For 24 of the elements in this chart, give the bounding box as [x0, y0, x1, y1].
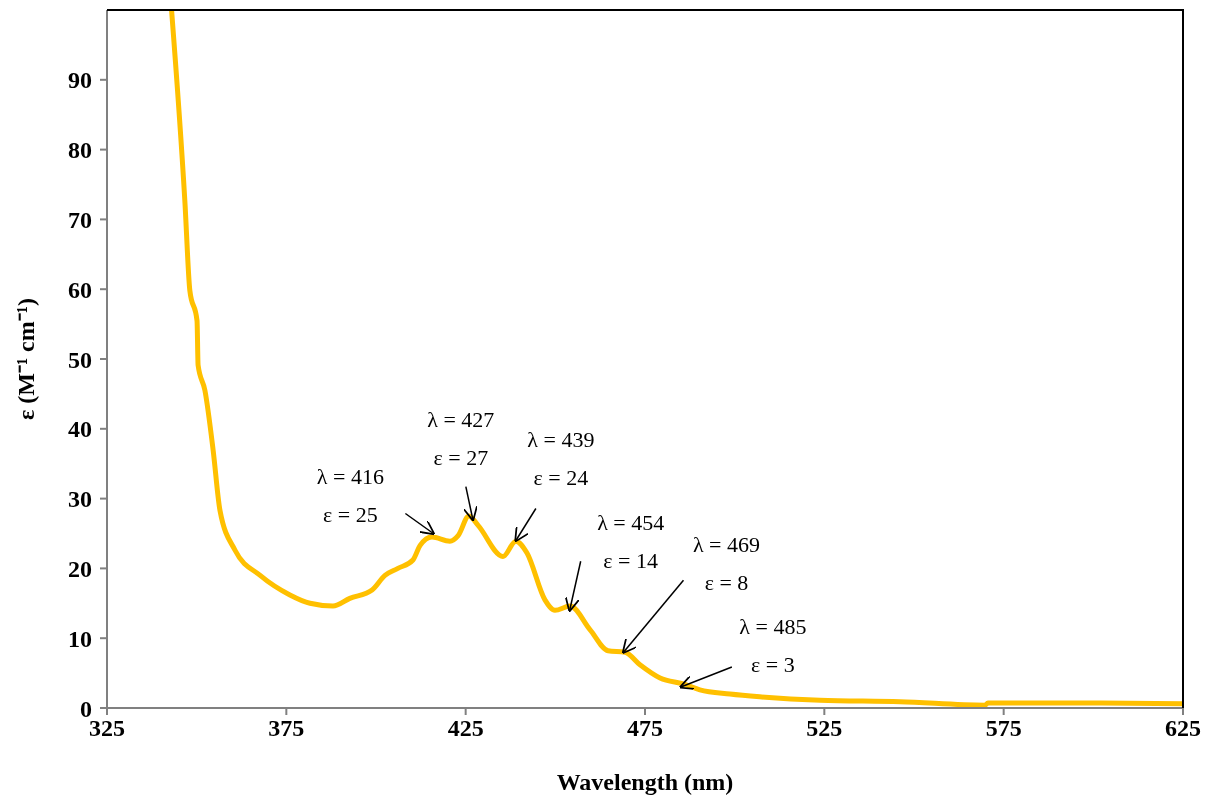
x-tick-label: 375: [268, 715, 305, 742]
y-tick-label: 90: [68, 67, 92, 94]
x-tick-label: 325: [89, 715, 125, 742]
annotation: λ = 485 ε = 3: [739, 614, 807, 678]
y-tick-label: 10: [68, 625, 92, 652]
x-tick-label: 525: [806, 715, 843, 742]
y-tick-label: 40: [68, 416, 92, 443]
y-tick-label: 0: [80, 695, 92, 722]
y-tick-label: 30: [68, 486, 92, 513]
x-tick-label: 625: [1165, 715, 1201, 742]
annotation: λ = 439 ε = 24: [527, 427, 595, 491]
x-axis-title: Wavelength (nm): [556, 769, 734, 795]
y-tick-label: 80: [68, 137, 92, 164]
annotation: λ = 416 ε = 25: [316, 463, 384, 527]
annotation: λ = 427 ε = 27: [427, 406, 495, 470]
x-tick-label: 475: [627, 715, 663, 742]
y-axis-title: ε (M⁻¹ cm⁻¹): [12, 298, 39, 420]
y-tick-label: 50: [68, 346, 92, 373]
y-tick-label: 60: [68, 276, 92, 303]
x-tick-label: 575: [985, 715, 1022, 742]
y-tick-label: 20: [68, 555, 92, 582]
y-tick-label: 70: [68, 206, 92, 233]
x-tick-label: 425: [447, 715, 484, 742]
annotation: λ = 454 ε = 14: [597, 510, 665, 574]
